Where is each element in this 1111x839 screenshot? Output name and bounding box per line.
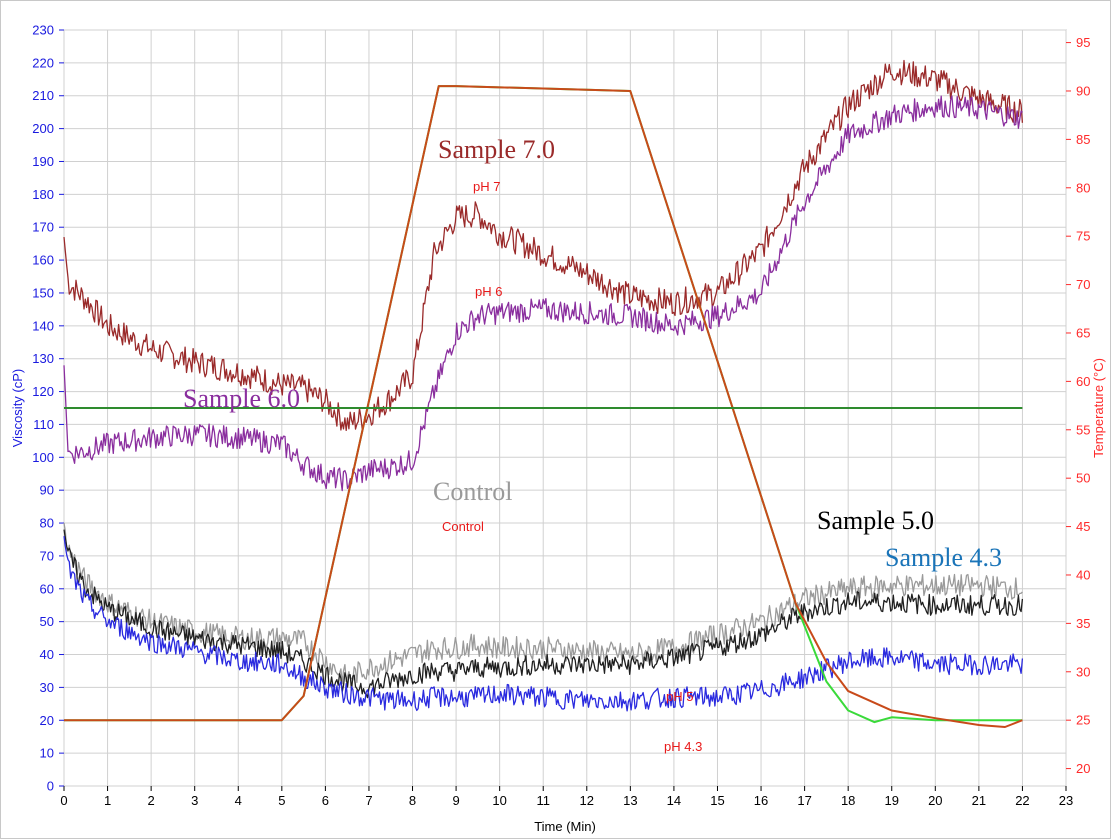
x-tick-label: 1 (104, 793, 111, 808)
y-tick-label: 230 (32, 23, 54, 38)
label-ph7: pH 7 (473, 179, 500, 194)
y-tick-label: 140 (32, 318, 54, 333)
x-tick-label: 14 (667, 793, 681, 808)
y2-tick-label: 60 (1076, 374, 1090, 389)
y2-tick-label: 20 (1076, 761, 1090, 776)
x-tick-label: 13 (623, 793, 637, 808)
label-control: Control (442, 519, 484, 534)
x-tick-label: 11 (536, 793, 550, 808)
y-axis-title: Viscosity (cP) (10, 369, 25, 448)
y2-tick-label: 95 (1076, 35, 1090, 50)
x-tick-label: 16 (754, 793, 768, 808)
y2-tick-label: 80 (1076, 180, 1090, 195)
series-ph6-line (63, 95, 1023, 492)
y-tick-label: 50 (40, 614, 54, 629)
x-tick-label: 15 (710, 793, 724, 808)
x-axis-title: Time (Min) (534, 819, 596, 834)
label-ph6: pH 6 (475, 284, 502, 299)
x-tick-label: 3 (191, 793, 198, 808)
x-tick-label: 8 (409, 793, 416, 808)
y-tick-label: 220 (32, 55, 54, 70)
y2-tick-label: 55 (1076, 422, 1090, 437)
y-tick-label: 0 (47, 779, 54, 794)
y2-tick-label: 70 (1076, 277, 1090, 292)
annotation-sample-7-0: Sample 7.0 (438, 135, 555, 164)
label-ph43: pH 4.3 (664, 739, 702, 754)
y-tick-label: 80 (40, 516, 54, 531)
y-tick-label: 180 (32, 187, 54, 202)
series-ph5-line (63, 529, 1024, 699)
x-tick-label: 21 (972, 793, 986, 808)
x-tick-label: 6 (322, 793, 329, 808)
y-tick-label: 210 (32, 88, 54, 103)
x-tick-label: 19 (885, 793, 899, 808)
x-tick-label: 12 (580, 793, 594, 808)
series-group (63, 59, 1024, 728)
y-tick-label: 90 (40, 483, 54, 498)
y2-tick-label: 30 (1076, 664, 1090, 679)
label-ph5: pH 5 (666, 689, 693, 704)
x-tick-label: 4 (235, 793, 242, 808)
annotation-control: Control (433, 477, 512, 506)
y-tick-label: 170 (32, 220, 54, 235)
x-tick-label: 20 (928, 793, 942, 808)
y-tick-label: 70 (40, 548, 54, 563)
y2-tick-label: 75 (1076, 229, 1090, 244)
x-tick-label: 22 (1015, 793, 1029, 808)
y-tick-label: 120 (32, 384, 54, 399)
y2-tick-label: 50 (1076, 471, 1090, 486)
x-tick-label: 7 (365, 793, 372, 808)
y2-tick-label: 25 (1076, 713, 1090, 728)
x-tick-label: 17 (797, 793, 811, 808)
annotation-sample-5-0: Sample 5.0 (817, 506, 934, 535)
y-tick-label: 190 (32, 154, 54, 169)
y-tick-label: 30 (40, 680, 54, 695)
axis-ticks: 0 1 2 3 4 5 6 7 8 9 10 11 12 13 14 15 16 17 18 19 20 21 22 2301… (32, 23, 1090, 809)
y2-tick-label: 40 (1076, 567, 1090, 582)
x-tick-label: 10 (492, 793, 506, 808)
x-tick-label: 18 (841, 793, 855, 808)
series-temperature-b-line (64, 85, 1023, 728)
y-tick-label: 160 (32, 253, 54, 268)
y2-tick-label: 35 (1076, 616, 1090, 631)
y2-tick-label: 65 (1076, 325, 1090, 340)
x-tick-label: 9 (452, 793, 459, 808)
x-tick-label: 23 (1059, 793, 1073, 808)
y-tick-label: 100 (32, 450, 54, 465)
y2-tick-label: 85 (1076, 132, 1090, 147)
x-tick-label: 2 (148, 793, 155, 808)
annotation-sample-4-3: Sample 4.3 (885, 543, 1002, 572)
y-tick-label: 10 (40, 746, 54, 761)
annotation-sample-6-0: Sample 6.0 (183, 384, 300, 413)
y-tick-label: 60 (40, 581, 54, 596)
series-ph7-line (63, 59, 1024, 432)
series-ph43-line (63, 536, 1024, 712)
y-tick-label: 20 (40, 713, 54, 728)
y-tick-label: 200 (32, 121, 54, 136)
y-tick-label: 150 (32, 285, 54, 300)
y-tick-label: 130 (32, 351, 54, 366)
y-tick-label: 110 (33, 417, 54, 432)
x-tick-label: 5 (278, 793, 285, 808)
y-tick-label: 40 (40, 647, 54, 662)
y2-tick-label: 45 (1076, 519, 1090, 534)
y2-axis-title: Temperature (°C) (1091, 358, 1106, 458)
x-tick-label: 0 (60, 793, 67, 808)
y2-tick-label: 90 (1076, 83, 1090, 98)
